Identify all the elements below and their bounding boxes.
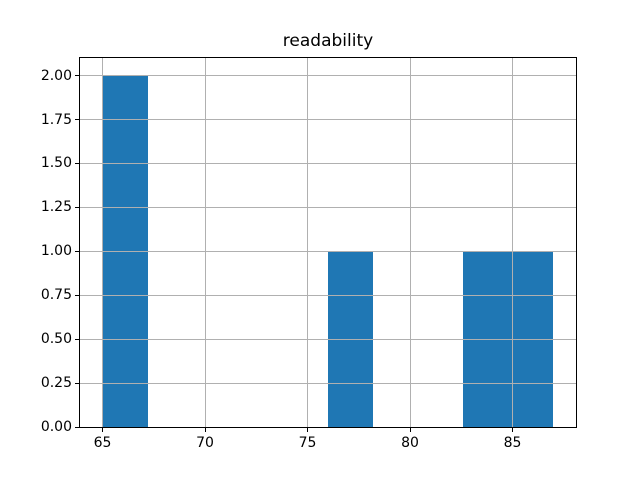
gridline-vertical [512, 58, 513, 427]
x-tick-mark [512, 428, 513, 432]
x-tick-mark [307, 428, 308, 432]
gridline-horizontal [80, 294, 576, 296]
y-tick-label: 0.50 [40, 331, 72, 348]
x-tick-label: 80 [401, 435, 419, 451]
gridline-vertical [307, 58, 308, 427]
y-tick-label: 2.00 [40, 67, 72, 84]
gridline-horizontal [80, 75, 576, 77]
x-tick-mark [102, 428, 103, 432]
gridline-vertical [102, 58, 103, 427]
x-tick-label: 65 [93, 435, 112, 451]
y-tick-label: 1.75 [40, 111, 72, 128]
y-tick-label: 0.00 [40, 419, 72, 435]
x-tick-label: 70 [196, 435, 214, 451]
grid-layer [80, 58, 576, 427]
y-tick-label: 0.75 [40, 287, 72, 304]
gridline-horizontal [80, 119, 576, 120]
gridline-horizontal [80, 250, 576, 252]
x-tick-mark [409, 428, 411, 432]
y-tick-label: 1.50 [40, 155, 72, 172]
y-tick-label: 0.25 [40, 375, 72, 392]
plot-area [79, 57, 577, 428]
chart-title: readability [282, 31, 374, 51]
x-tick-label: 85 [503, 435, 522, 451]
gridline-horizontal [80, 162, 576, 164]
x-tick-mark [204, 428, 206, 432]
gridline-vertical [204, 58, 206, 427]
gridline-horizontal [80, 382, 576, 384]
gridline-horizontal [80, 206, 576, 208]
y-tick-label: 1.25 [40, 199, 72, 216]
y-tick-label: 1.00 [40, 243, 72, 260]
gridline-vertical [409, 58, 411, 427]
x-tick-label: 75 [298, 435, 317, 451]
gridline-horizontal [80, 338, 576, 340]
